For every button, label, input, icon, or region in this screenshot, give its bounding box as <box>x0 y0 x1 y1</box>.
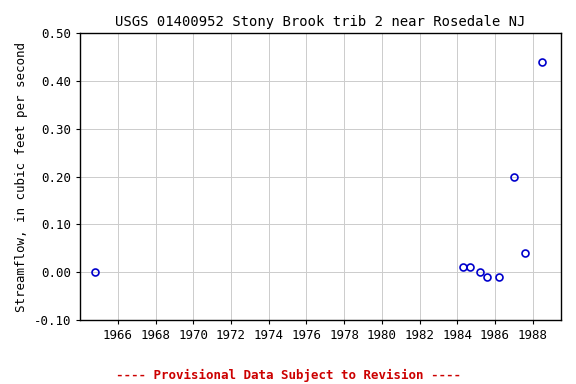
Text: ---- Provisional Data Subject to Revision ----: ---- Provisional Data Subject to Revisio… <box>116 369 460 382</box>
Title: USGS 01400952 Stony Brook trib 2 near Rosedale NJ: USGS 01400952 Stony Brook trib 2 near Ro… <box>115 15 526 29</box>
Y-axis label: Streamflow, in cubic feet per second: Streamflow, in cubic feet per second <box>15 41 28 311</box>
